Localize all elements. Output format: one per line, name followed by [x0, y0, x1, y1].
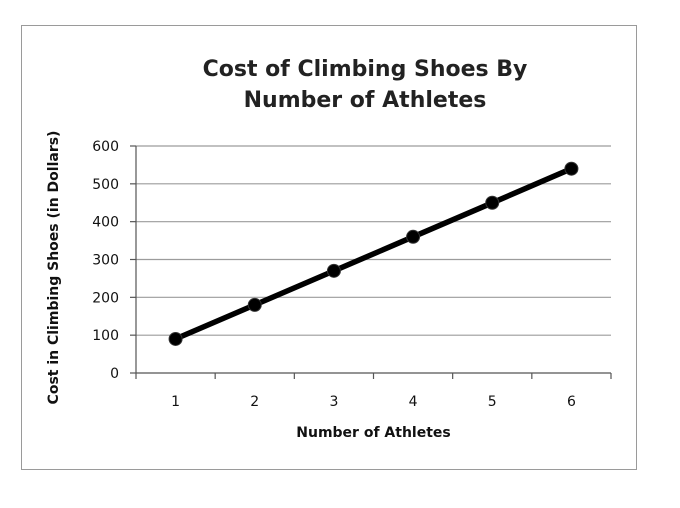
data-point-1 [168, 331, 183, 346]
y-tick-labels: 0 100 200 300 400 500 600 [92, 139, 119, 382]
chart-title-line-1: Cost of Climbing Shoes By [202, 57, 528, 82]
chart-title-line-2: Number of Athletes [243, 88, 487, 113]
x-tick-label-5: 5 [488, 394, 497, 410]
series [168, 161, 579, 346]
axes [130, 145, 612, 379]
y-tick-label-500: 500 [92, 177, 119, 193]
x-tick-label-1: 1 [171, 394, 180, 410]
y-tick-label-100: 100 [92, 328, 119, 344]
x-tick-label-3: 3 [329, 394, 338, 410]
gridlines [136, 145, 611, 336]
y-tick-label-400: 400 [92, 215, 119, 231]
data-point-6 [564, 161, 579, 176]
data-point-2 [247, 297, 262, 312]
x-tick-label-2: 2 [250, 394, 259, 410]
y-tick-label-600: 600 [92, 139, 119, 155]
series-line-0 [172, 165, 575, 342]
data-point-5 [485, 195, 500, 210]
y-tick-label-200: 200 [92, 290, 119, 306]
y-axis-title: Cost in Climbing Shoes (in Dollars) [46, 131, 62, 405]
x-tick-labels: 1 2 3 4 5 6 [171, 394, 576, 410]
data-point-4 [406, 229, 421, 244]
chart-frame [21, 25, 637, 470]
x-axis-title: Number of Athletes [296, 425, 450, 441]
x-tick-label-4: 4 [409, 394, 418, 410]
y-tick-label-300: 300 [92, 253, 119, 269]
chart-title: Cost of Climbing Shoes By Number of Athl… [150, 54, 580, 116]
data-point-3 [326, 263, 341, 278]
x-tick-label-6: 6 [567, 394, 576, 410]
y-tick-label-0: 0 [110, 366, 119, 382]
